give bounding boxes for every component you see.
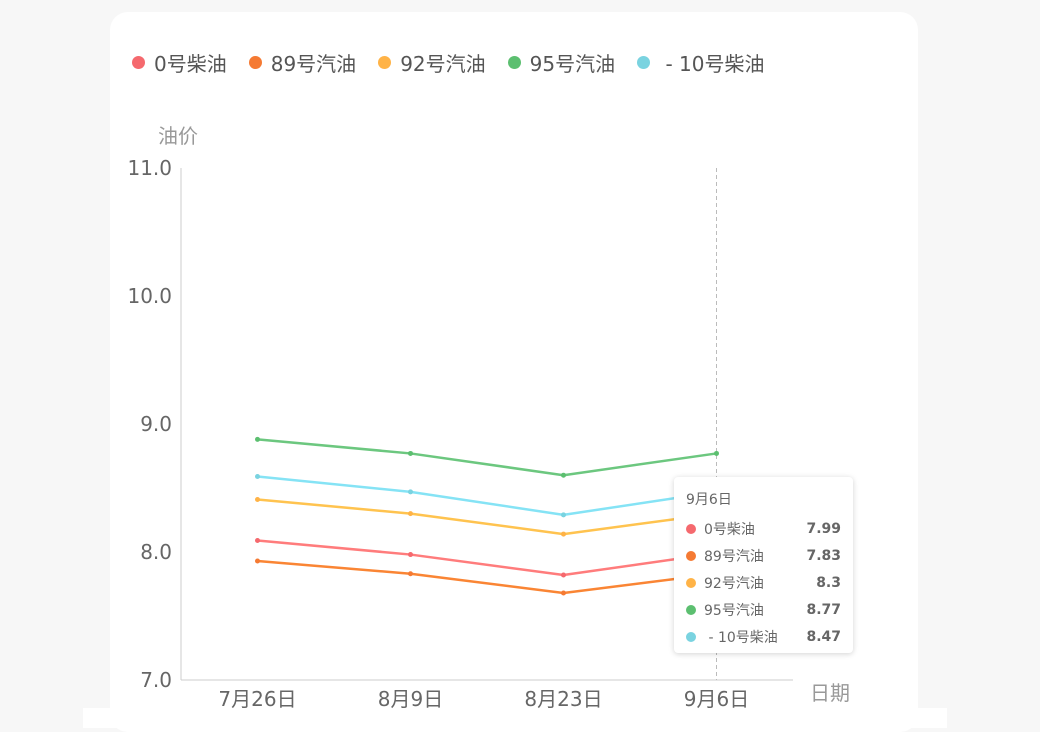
tooltip-title: 9月6日	[686, 492, 732, 508]
tooltip: 9月6日 0号柴油 7.99 89号汽油 7.83 92号汽油 8.3 95号汽油 8.77 …	[674, 477, 853, 653]
legend-label: - 10号柴油	[659, 52, 765, 76]
tooltip-series-value: 8.3	[816, 574, 841, 591]
y-tick-label: 9.0	[140, 412, 172, 436]
tooltip-series-value: 8.47	[806, 628, 841, 645]
series-line	[257, 559, 717, 595]
series-line	[257, 539, 717, 577]
tooltip-dot-icon	[686, 604, 696, 615]
tooltip-dot-icon	[686, 550, 696, 561]
tooltip-row: 0号柴油 7.99	[686, 515, 841, 542]
data-point	[561, 472, 566, 478]
legend-item[interactable]: - 10号柴油	[637, 48, 764, 77]
tooltip-row: 92号汽油 8.3	[686, 569, 841, 596]
legend-label: 0号柴油	[154, 52, 227, 76]
x-tick-label: 8月23日	[524, 687, 602, 711]
data-point	[408, 552, 413, 558]
data-point	[561, 512, 566, 518]
legend-item[interactable]: 0号柴油	[132, 48, 227, 77]
series-line	[257, 498, 717, 536]
series-line	[257, 475, 717, 517]
data-point	[255, 497, 260, 503]
tooltip-dot-icon	[686, 523, 696, 534]
x-tick-label: 7月26日	[218, 687, 296, 711]
tooltip-series-name: - 10号柴油	[704, 629, 778, 646]
tooltip-dot-icon	[686, 577, 696, 588]
legend-dot-icon	[507, 56, 521, 69]
tooltip-series-value: 7.99	[806, 520, 841, 537]
data-point	[561, 531, 566, 537]
data-point	[408, 450, 413, 456]
legend-label: 92号汽油	[400, 52, 486, 76]
tooltip-series-name: 0号柴油	[704, 521, 755, 538]
legend: 0号柴油 89号汽油 92号汽油 95号汽油 - 10号柴油	[132, 48, 786, 77]
y-axis-title: 油价	[158, 124, 198, 148]
y-tick-label: 7.0	[140, 668, 172, 692]
legend-dot-icon	[248, 56, 262, 69]
legend-label: 95号汽油	[529, 52, 616, 76]
legend-item[interactable]: 89号汽油	[248, 48, 357, 77]
tooltip-series-value: 8.77	[806, 601, 841, 618]
data-point	[408, 489, 413, 495]
data-point	[255, 558, 260, 564]
y-tick-label: 10.0	[127, 284, 172, 308]
legend-item[interactable]: 95号汽油	[507, 48, 616, 77]
legend-label: 89号汽油	[270, 52, 357, 76]
series-line	[257, 438, 717, 477]
data-point	[408, 571, 413, 577]
data-point	[255, 436, 260, 442]
data-point	[561, 572, 566, 578]
legend-dot-icon	[637, 56, 651, 69]
data-point	[714, 450, 719, 456]
tooltip-series-name: 92号汽油	[704, 575, 764, 592]
data-point	[408, 511, 413, 517]
legend-dot-icon	[378, 56, 392, 69]
tooltip-row: 95号汽油 8.77	[686, 596, 841, 623]
data-point	[561, 590, 566, 596]
x-axis-title: 日期	[810, 681, 850, 705]
tooltip-series-name: 95号汽油	[704, 602, 764, 619]
tooltip-dot-icon	[686, 631, 696, 642]
data-point	[255, 537, 260, 543]
x-tick-label: 9月6日	[684, 687, 749, 711]
x-tick-label: 8月9日	[378, 687, 443, 711]
legend-item[interactable]: 92号汽油	[378, 48, 486, 77]
data-point	[255, 473, 260, 479]
y-tick-label: 8.0	[140, 540, 172, 564]
tooltip-series-name: 89号汽油	[704, 548, 764, 565]
tooltip-row: 89号汽油 7.83	[686, 542, 841, 569]
legend-dot-icon	[132, 56, 145, 69]
tooltip-series-value: 7.83	[806, 547, 841, 564]
tooltip-row: - 10号柴油 8.47	[686, 623, 841, 650]
y-tick-label: 11.0	[127, 156, 172, 180]
